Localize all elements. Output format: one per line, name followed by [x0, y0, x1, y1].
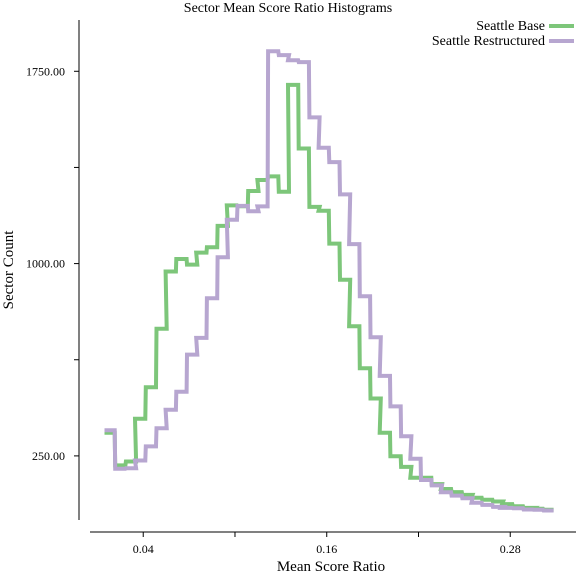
y-tick-label-4: 1750.00: [26, 64, 65, 78]
y-axis-title: Sector Count: [1, 230, 17, 310]
y-axis-ticks: 250.00 1000.00 1750.00: [26, 64, 79, 463]
x-tick-label-2: 0.16: [316, 542, 337, 556]
series-seattle-restructured: [104, 49, 554, 513]
chart-title: Sector Mean Score Ratio Histograms: [184, 1, 392, 16]
series-line-0: [104, 82, 554, 512]
y-tick-label-2: 1000.00: [26, 257, 65, 271]
series-line-1: [104, 49, 554, 513]
x-axis-ticks: 0.04 0.16 0.28: [133, 532, 521, 556]
legend-label-1: Seattle Restructured: [432, 34, 545, 49]
x-tick-label-0: 0.04: [133, 542, 154, 556]
x-tick-label-4: 0.28: [500, 542, 521, 556]
series-layer: [104, 49, 554, 513]
series-seattle-base: [104, 82, 554, 512]
y-tick-label-0: 250.00: [32, 449, 65, 463]
legend-label-0: Seattle Base: [476, 19, 545, 34]
x-axis-title: Mean Score Ratio: [277, 559, 385, 575]
